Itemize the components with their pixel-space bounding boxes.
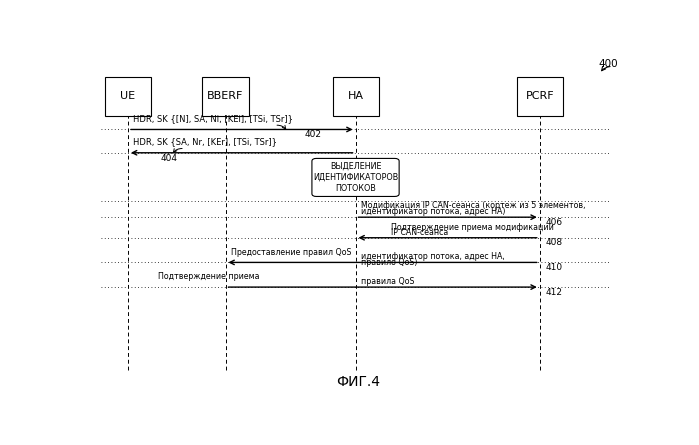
Text: 400: 400	[598, 59, 618, 69]
Text: PCRF: PCRF	[526, 91, 554, 101]
Text: Предоставление правил QoS: Предоставление правил QoS	[231, 247, 352, 257]
Text: UE: UE	[120, 91, 136, 101]
Text: 410: 410	[545, 263, 562, 272]
Text: ВЫДЕЛЕНИЕ
ИДЕНТИФИКАТОРОВ
ПОТОКОВ: ВЫДЕЛЕНИЕ ИДЕНТИФИКАТОРОВ ПОТОКОВ	[313, 162, 398, 193]
FancyBboxPatch shape	[333, 77, 379, 116]
Text: правило QoS): правило QoS)	[361, 258, 417, 267]
Text: 408: 408	[545, 239, 562, 247]
Text: правила QoS: правила QoS	[361, 277, 415, 286]
Text: BBERF: BBERF	[208, 91, 244, 101]
Text: Подтверждение приема модификации: Подтверждение приема модификации	[391, 222, 554, 231]
Text: 402: 402	[304, 130, 321, 139]
Text: Подтверждение приема: Подтверждение приема	[158, 272, 259, 281]
Text: идентификатор потока, адрес HA,: идентификатор потока, адрес HA,	[361, 252, 505, 261]
Text: ФИГ.4: ФИГ.4	[336, 375, 380, 389]
Text: 412: 412	[545, 288, 562, 297]
Text: Модификация IP CAN-сеанса (кортеж из 5 элементов,: Модификация IP CAN-сеанса (кортеж из 5 э…	[361, 201, 586, 210]
FancyBboxPatch shape	[105, 77, 151, 116]
Text: IP CAN-сеанса: IP CAN-сеанса	[391, 228, 448, 237]
Text: HDR, SK {SA, Nr, [KEr], [TSi, TSr]}: HDR, SK {SA, Nr, [KEr], [TSi, TSr]}	[134, 138, 278, 146]
Text: 404: 404	[161, 154, 178, 163]
Text: HDR, SK {[N], SA, Ni, [KEi], [TSi, TSr]}: HDR, SK {[N], SA, Ni, [KEi], [TSi, TSr]}	[134, 114, 294, 123]
Text: 406: 406	[545, 218, 562, 227]
Text: HA: HA	[347, 91, 363, 101]
FancyBboxPatch shape	[517, 77, 563, 116]
FancyBboxPatch shape	[312, 158, 399, 196]
FancyBboxPatch shape	[203, 77, 249, 116]
Text: идентификатор потока, адрес HA): идентификатор потока, адрес HA)	[361, 207, 505, 216]
